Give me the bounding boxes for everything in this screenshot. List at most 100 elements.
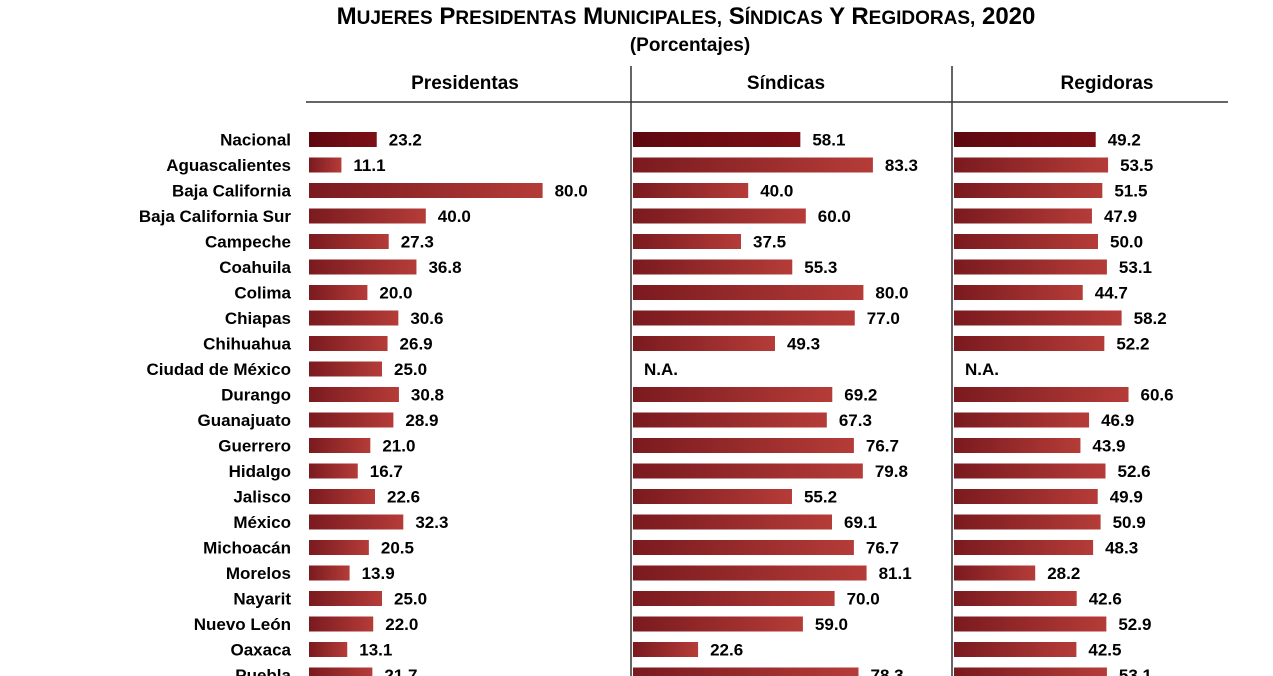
category-label: Ciudad de México [146,360,291,379]
bar-síndicas [633,667,859,676]
bar-presidentas [309,616,374,632]
data-label: 21.0 [382,437,415,456]
data-label: 42.6 [1089,590,1122,609]
bar-síndicas [633,463,863,479]
bar-síndicas [633,132,801,147]
bar-síndicas [633,387,833,402]
bar-presidentas [309,336,388,351]
category-label: Puebla [235,666,291,676]
bar-regidoras [954,438,1081,453]
bar-síndicas [633,438,854,453]
data-label: 27.3 [401,233,434,252]
data-label: 58.1 [812,131,845,150]
bar-regidoras [954,463,1106,479]
category-label: Jalisco [233,488,291,507]
bar-regidoras [954,514,1101,530]
bar-presidentas [309,667,373,676]
category-label: Michoacán [203,539,291,558]
data-label: 32.3 [415,513,448,532]
bar-presidentas [309,259,417,275]
bar-síndicas [633,540,854,555]
data-label: 78.3 [871,666,904,676]
category-label: Baja California Sur [139,207,291,226]
data-label: 43.9 [1092,437,1125,456]
data-label: 69.1 [844,513,877,532]
bar-presidentas [309,361,382,377]
category-label: Durango [221,386,291,405]
chart-title: MUJERES PRESIDENTAS MUNICIPALES, SÍNDICA… [337,3,1036,30]
bar-regidoras [954,565,1036,581]
data-label: 60.6 [1141,386,1174,405]
bar-regidoras [954,540,1094,555]
category-label: Guerrero [218,437,291,456]
bar-presidentas [309,540,369,555]
data-label: 79.8 [875,462,908,481]
bar-regidoras [954,234,1098,249]
data-label: 58.2 [1134,309,1167,328]
data-label: 49.2 [1108,131,1141,150]
data-label: 51.5 [1114,182,1147,201]
category-label: Nayarit [233,590,291,609]
category-label: Campeche [205,233,291,252]
bar-regidoras [954,387,1129,402]
bar-regidoras [954,412,1090,428]
data-label: 30.8 [411,386,444,405]
data-label: 47.9 [1104,207,1137,226]
data-label: 25.0 [394,590,427,609]
bar-regidoras [954,642,1077,657]
data-label: 26.9 [400,335,433,354]
bar-presidentas [309,591,382,606]
bar-regidoras [954,489,1098,504]
data-label: 25.0 [394,360,427,379]
data-label: 20.0 [379,284,412,303]
bar-regidoras [954,667,1107,676]
category-label: Coahuila [219,258,291,277]
data-label: 40.0 [760,182,793,201]
bar-regidoras [954,157,1109,173]
bar-presidentas [309,285,368,300]
bar-síndicas [633,616,803,632]
data-label: 11.1 [353,156,385,175]
data-label: 60.0 [818,207,851,226]
data-label: 22.6 [710,641,743,660]
bar-síndicas [633,157,873,173]
data-label: 55.2 [804,488,837,507]
bar-presidentas [309,412,394,428]
bar-presidentas [309,387,399,402]
bar-síndicas [633,336,775,351]
data-label: 28.2 [1047,564,1080,583]
data-label: 49.9 [1110,488,1143,507]
data-label: 76.7 [866,539,899,558]
data-label: 13.1 [359,641,392,660]
bar-presidentas [309,310,399,326]
bar-presidentas [309,234,389,249]
category-label: Baja California [172,182,292,201]
data-label: 49.3 [787,335,820,354]
data-label: 52.9 [1118,615,1151,634]
data-label: 22.6 [387,488,420,507]
data-label: 55.3 [804,258,837,277]
category-label: Oaxaca [231,641,292,660]
data-label: 30.6 [410,309,443,328]
category-label: Colima [234,284,291,303]
bar-presidentas [309,183,543,198]
data-label: 59.0 [815,615,848,634]
category-label: México [233,513,291,532]
bar-síndicas [633,183,749,198]
data-label: 52.2 [1116,335,1149,354]
data-label: 50.0 [1110,233,1143,252]
data-label: 53.5 [1120,156,1153,175]
bar-regidoras [954,208,1092,224]
bar-presidentas [309,565,350,581]
data-label: 13.9 [362,564,395,583]
bar-síndicas [633,591,835,606]
bar-presidentas [309,438,371,453]
bar-presidentas [309,132,377,147]
data-label: 80.0 [555,182,588,201]
data-label: 69.2 [844,386,877,405]
bar-presidentas [309,157,342,173]
data-label: 42.5 [1088,641,1121,660]
bar-regidoras [954,132,1096,147]
data-label: 20.5 [381,539,414,558]
column-header-presidentas: Presidentas [411,73,519,94]
